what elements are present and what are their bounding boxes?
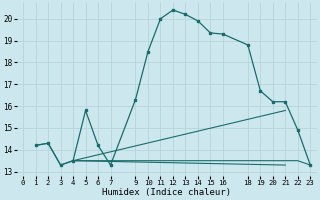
- X-axis label: Humidex (Indice chaleur): Humidex (Indice chaleur): [102, 188, 231, 197]
